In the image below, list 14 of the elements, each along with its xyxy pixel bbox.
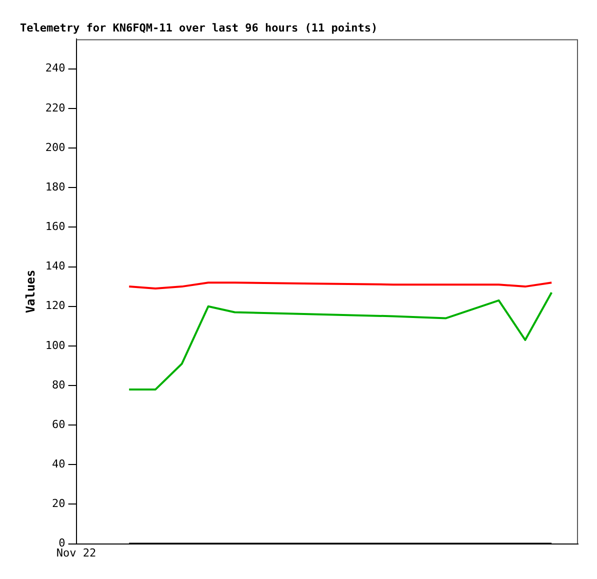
y-tick-label: 100 xyxy=(45,338,66,352)
y-axis-title: Values xyxy=(23,270,38,314)
y-tick-label: 160 xyxy=(45,220,66,234)
chart-title: Telemetry for KN6FQM-11 over last 96 hours (11 points) xyxy=(20,21,378,34)
y-tick-label: 220 xyxy=(45,101,66,114)
y-tick-label: 120 xyxy=(45,299,66,312)
y-tick-label: 60 xyxy=(52,418,66,431)
y-tick-label: 140 xyxy=(45,260,66,273)
y-tick-label: 20 xyxy=(52,497,66,510)
y-tick-label: 240 xyxy=(45,62,66,75)
y-tick-label: 180 xyxy=(45,180,66,194)
y-tick-label: 200 xyxy=(45,140,66,154)
y-tick-label: 40 xyxy=(52,458,66,471)
y-tick-label: 80 xyxy=(52,378,66,392)
